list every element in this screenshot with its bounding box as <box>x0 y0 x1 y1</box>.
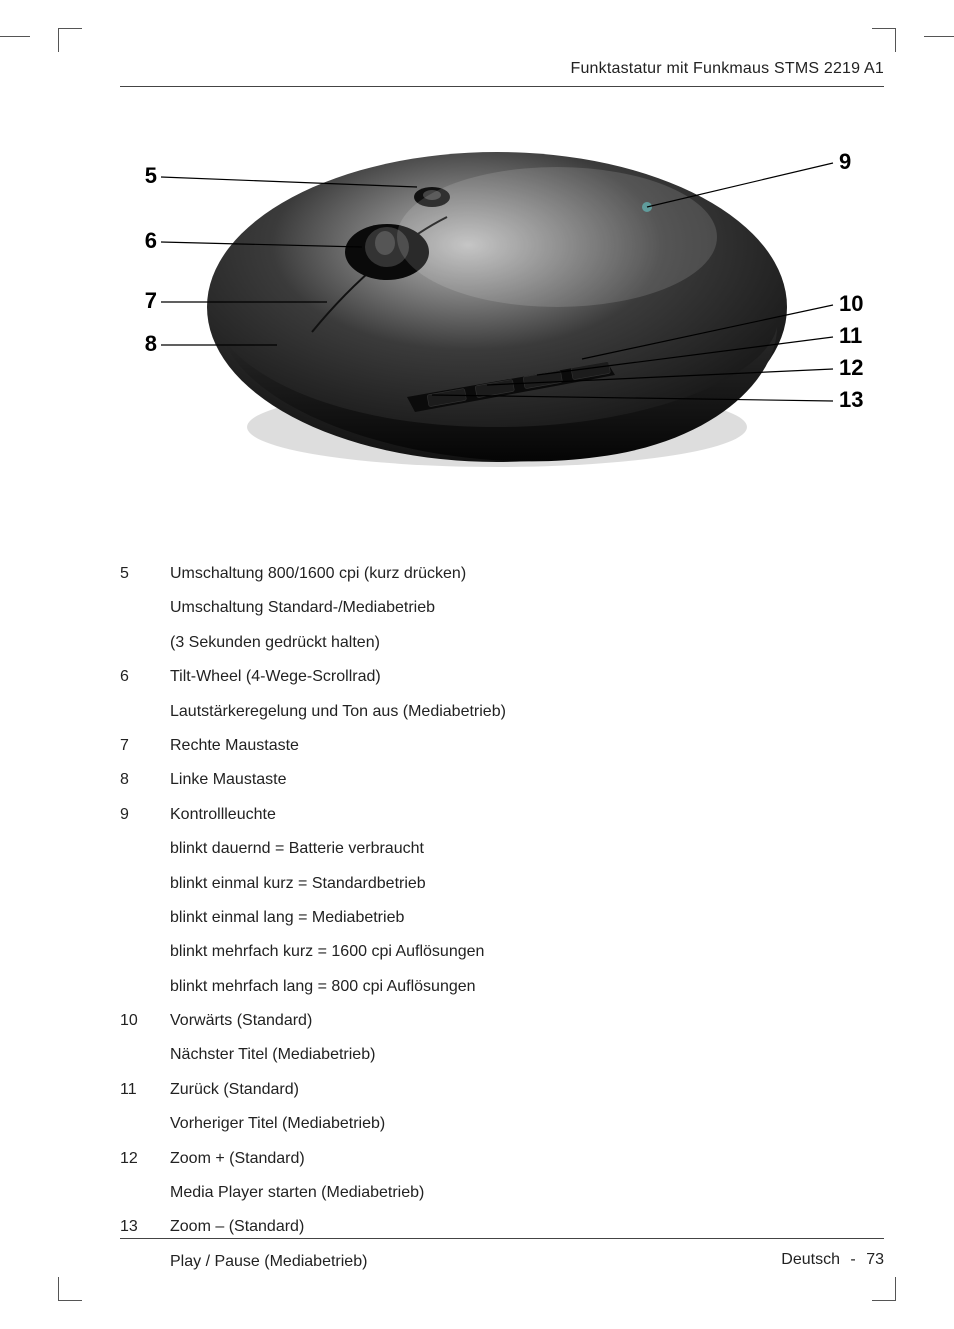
legend-text: Linke Maustaste <box>170 763 884 797</box>
callout-number: 5 <box>131 163 157 189</box>
legend-item: 7Rechte Maustaste <box>120 729 884 763</box>
legend-line: Umschaltung 800/1600 cpi (kurz drücken) <box>170 557 884 591</box>
legend-item: 12Zoom + (Standard)Media Player starten … <box>120 1142 884 1211</box>
legend-item: 8Linke Maustaste <box>120 763 884 797</box>
callout-number: 7 <box>131 288 157 314</box>
footer-page-number: 73 <box>866 1251 884 1268</box>
page-header: Funktastatur mit Funkmaus STMS 2219 A1 <box>120 60 884 87</box>
legend-text: Kontrollleuchteblinkt dauernd = Batterie… <box>170 798 884 1004</box>
callout-number: 12 <box>839 355 863 381</box>
legend-list: 5Umschaltung 800/1600 cpi (kurz drücken)… <box>120 557 884 1279</box>
mouse-diagram: 5 6 7 8 9 10 11 12 13 <box>127 127 867 497</box>
legend-line: blinkt mehrfach kurz = 1600 cpi Auflösun… <box>170 935 884 969</box>
callout-number: 11 <box>839 323 862 349</box>
legend-line: Vorwärts (Standard) <box>170 1004 884 1038</box>
legend-item: 6Tilt-Wheel (4-Wege-Scrollrad)Lautstärke… <box>120 660 884 729</box>
legend-number: 7 <box>120 729 170 763</box>
legend-line: Zurück (Standard) <box>170 1073 884 1107</box>
legend-number: 12 <box>120 1142 170 1176</box>
legend-text: Umschaltung 800/1600 cpi (kurz drücken)U… <box>170 557 884 660</box>
crop-mark <box>0 36 30 37</box>
page-footer: Deutsch - 73 <box>120 1238 884 1269</box>
legend-line: blinkt mehrfach lang = 800 cpi Auflösung… <box>170 970 884 1004</box>
legend-text: Tilt-Wheel (4-Wege-Scrollrad)Lautstärker… <box>170 660 884 729</box>
header-title: Funktastatur mit Funkmaus STMS 2219 A1 <box>570 60 884 77</box>
legend-line: Lautstärkeregelung und Ton aus (Mediabet… <box>170 695 884 729</box>
legend-text: Zoom + (Standard)Media Player starten (M… <box>170 1142 884 1211</box>
legend-item: 10Vorwärts (Standard)Nächster Titel (Med… <box>120 1004 884 1073</box>
legend-line: Umschaltung Standard-/Mediabetrieb <box>170 591 884 625</box>
crop-mark <box>58 1277 82 1301</box>
legend-line: Nächster Titel (Mediabetrieb) <box>170 1038 884 1072</box>
legend-line: blinkt einmal lang = Mediabetrieb <box>170 901 884 935</box>
legend-text: Rechte Maustaste <box>170 729 884 763</box>
legend-line: Rechte Maustaste <box>170 729 884 763</box>
legend-number: 6 <box>120 660 170 694</box>
legend-line: Kontrollleuchte <box>170 798 884 832</box>
callout-number: 13 <box>839 387 863 413</box>
legend-line: Vorheriger Titel (Mediabetrieb) <box>170 1107 884 1141</box>
legend-line: (3 Sekunden gedrückt halten) <box>170 626 884 660</box>
legend-number: 11 <box>120 1073 170 1107</box>
footer-separator: - <box>844 1251 861 1268</box>
legend-item: 11Zurück (Standard)Vorheriger Titel (Med… <box>120 1073 884 1142</box>
crop-mark <box>58 28 82 52</box>
legend-line: blinkt dauernd = Batterie verbraucht <box>170 832 884 866</box>
legend-line: Tilt-Wheel (4-Wege-Scrollrad) <box>170 660 884 694</box>
crop-mark <box>924 36 954 37</box>
legend-line: blinkt einmal kurz = Standardbetrieb <box>170 867 884 901</box>
crop-mark <box>872 1277 896 1301</box>
legend-text: Vorwärts (Standard)Nächster Titel (Media… <box>170 1004 884 1073</box>
footer-language: Deutsch <box>781 1251 840 1268</box>
legend-item: 9Kontrollleuchteblinkt dauernd = Batteri… <box>120 798 884 1004</box>
legend-text: Zurück (Standard)Vorheriger Titel (Media… <box>170 1073 884 1142</box>
legend-item: 5Umschaltung 800/1600 cpi (kurz drücken)… <box>120 557 884 660</box>
callout-number: 6 <box>131 228 157 254</box>
legend-number: 9 <box>120 798 170 832</box>
diagram-svg <box>127 127 867 497</box>
legend-number: 8 <box>120 763 170 797</box>
legend-line: Linke Maustaste <box>170 763 884 797</box>
callout-number: 9 <box>839 149 851 175</box>
legend-number: 5 <box>120 557 170 591</box>
crop-mark <box>872 28 896 52</box>
legend-line: Zoom + (Standard) <box>170 1142 884 1176</box>
legend-line: Media Player starten (Mediabetrieb) <box>170 1176 884 1210</box>
callout-number: 10 <box>839 291 863 317</box>
manual-page: Funktastatur mit Funkmaus STMS 2219 A1 5… <box>0 0 954 1329</box>
legend-number: 10 <box>120 1004 170 1038</box>
callout-number: 8 <box>131 331 157 357</box>
